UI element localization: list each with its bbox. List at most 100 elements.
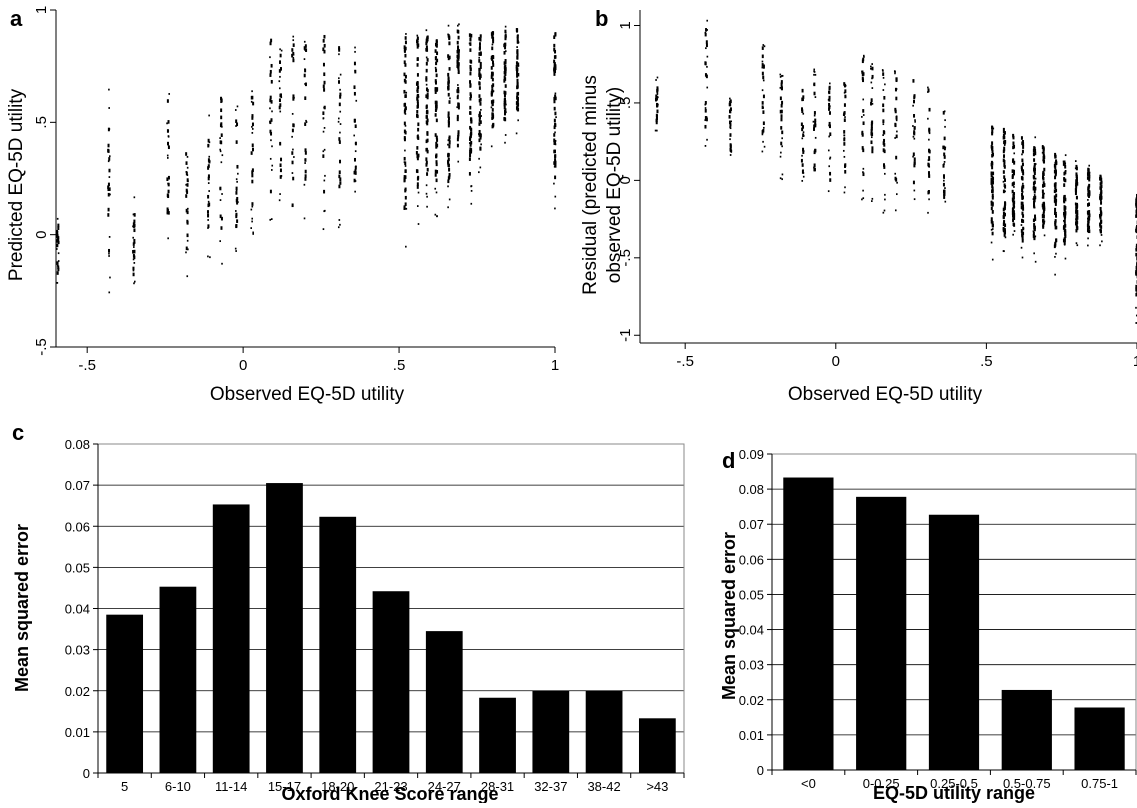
x-tick-label: 1 — [1133, 353, 1137, 370]
scatter-point — [1055, 160, 1057, 162]
scatter-point — [447, 144, 449, 146]
scatter-point — [896, 77, 898, 81]
scatter-point — [815, 96, 817, 98]
scatter-point — [449, 199, 451, 201]
scatter-point — [555, 140, 557, 142]
scatter-point — [828, 165, 830, 167]
scatter-point — [780, 87, 782, 89]
scatter-point — [271, 110, 273, 112]
scatter-point — [657, 93, 659, 95]
scatter-point — [780, 110, 782, 114]
scatter-point — [991, 130, 993, 134]
x-tick-label: 0 — [239, 357, 247, 374]
scatter-point — [861, 71, 863, 73]
point-column — [801, 89, 805, 182]
scatter-point — [729, 115, 731, 119]
scatter-point — [478, 52, 480, 56]
scatter-point — [882, 72, 884, 76]
scatter-point — [555, 196, 557, 198]
scatter-point — [871, 67, 873, 71]
scatter-point — [1042, 206, 1044, 210]
scatter-point — [236, 178, 238, 180]
scatter-point — [896, 193, 898, 195]
scatter-point — [894, 173, 896, 175]
scatter-point — [729, 110, 731, 112]
scatter-point — [1075, 202, 1077, 204]
scatter-point — [324, 149, 326, 151]
scatter-point — [251, 114, 253, 118]
scatter-point — [339, 160, 341, 164]
scatter-point — [355, 100, 357, 102]
scatter-point — [1101, 240, 1103, 242]
scatter-point — [417, 122, 419, 126]
scatter-point — [830, 157, 832, 159]
scatter-point — [491, 145, 493, 147]
y-tick-label: -.5 — [33, 338, 50, 356]
scatter-point — [251, 96, 253, 100]
scatter-point — [884, 199, 886, 201]
scatter-point — [107, 187, 109, 191]
scatter-point — [1042, 145, 1044, 147]
scatter-point — [862, 72, 864, 76]
y-tick: 0.01 — [739, 728, 772, 743]
scatter-point — [417, 41, 419, 43]
y-tick-label: 0.05 — [739, 587, 764, 602]
scatter-point — [279, 199, 281, 201]
scatter-point — [185, 251, 187, 253]
x-tick: >43 — [631, 773, 669, 794]
scatter-point — [168, 145, 170, 149]
scatter-point — [829, 105, 831, 107]
scatter-point — [1100, 212, 1102, 214]
scatter-point — [503, 79, 505, 83]
scatter-point — [863, 55, 865, 57]
scatter-point — [339, 219, 341, 221]
scatter-point — [340, 123, 342, 125]
scatter-point — [323, 63, 325, 67]
y-tick-label: 0.02 — [739, 693, 764, 708]
scatter-point — [1087, 214, 1089, 216]
scatter-point — [185, 184, 187, 186]
scatter-point — [943, 190, 945, 194]
scatter-point — [1088, 211, 1090, 213]
point-column — [1075, 160, 1079, 246]
panel-b-points — [655, 20, 1137, 324]
scatter-point — [871, 122, 873, 126]
scatter-point — [293, 43, 295, 47]
scatter-point — [417, 82, 419, 84]
scatter-point — [895, 110, 897, 114]
scatter-point — [1054, 221, 1056, 225]
point-column — [338, 46, 342, 228]
x-tick-label: 6-10 — [165, 779, 191, 794]
scatter-point — [1012, 214, 1014, 218]
scatter-point — [304, 159, 306, 161]
x-tick: 38-42 — [577, 773, 620, 794]
scatter-point — [293, 97, 295, 99]
scatter-point — [1075, 160, 1077, 162]
scatter-point — [1055, 182, 1057, 184]
scatter-point — [1089, 172, 1091, 174]
scatter-point — [730, 121, 732, 123]
scatter-point — [883, 77, 885, 79]
scatter-point — [207, 227, 209, 229]
scatter-point — [478, 133, 480, 135]
scatter-point — [207, 195, 209, 199]
scatter-point — [895, 209, 897, 211]
scatter-point — [505, 32, 507, 34]
scatter-point — [992, 232, 994, 236]
point-column — [1012, 134, 1016, 236]
scatter-point — [762, 63, 764, 67]
scatter-point — [927, 212, 929, 214]
scatter-point — [762, 89, 764, 91]
scatter-point — [1100, 207, 1102, 211]
scatter-point — [338, 185, 340, 189]
scatter-point — [304, 58, 306, 60]
scatter-point — [863, 114, 865, 116]
scatter-point — [991, 181, 993, 185]
scatter-point — [491, 74, 493, 76]
scatter-point — [992, 172, 994, 176]
scatter-point — [134, 242, 136, 244]
bar — [1074, 708, 1124, 771]
scatter-point — [404, 122, 406, 126]
bar — [106, 615, 143, 773]
scatter-point — [1087, 245, 1089, 247]
